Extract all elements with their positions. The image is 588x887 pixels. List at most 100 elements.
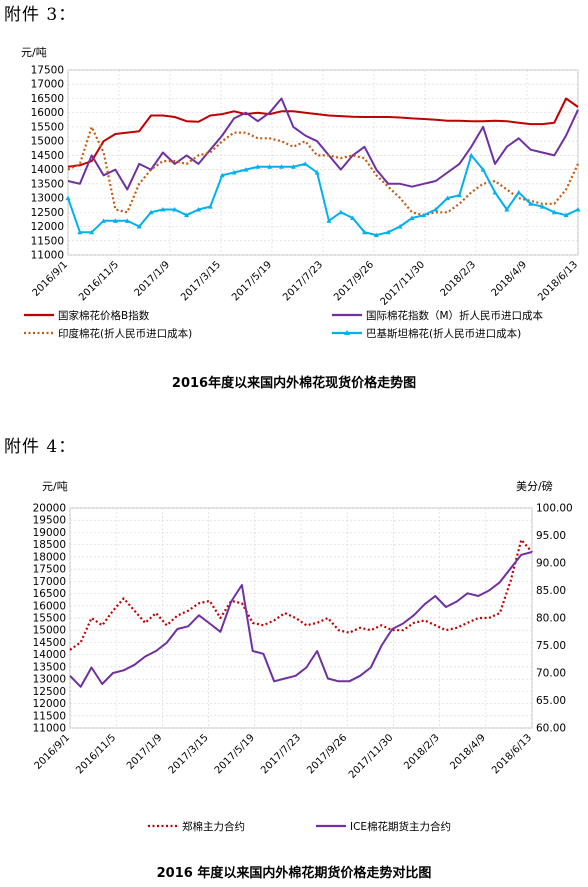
series-point-marker [409, 215, 415, 220]
x-tick-label: 2017/5/19 [230, 259, 274, 303]
attachment-4-label: 附件 4： [4, 437, 77, 457]
legend-marker [344, 330, 350, 335]
series-point-marker [338, 209, 344, 215]
x-tick-label: 2018/6/13 [490, 732, 534, 776]
x-tick-label: 2016/11/5 [74, 732, 118, 776]
series-point-marker [373, 232, 379, 238]
series-point-marker [539, 204, 545, 209]
y-tick-label: 11000 [31, 250, 64, 262]
y-tick-label: 17000 [31, 79, 64, 91]
series-point-marker [314, 169, 320, 175]
series-point-marker [219, 172, 225, 178]
series-point-marker [231, 169, 237, 175]
y2-tick-label: 100.00 [536, 503, 573, 515]
series-point-marker [480, 167, 486, 172]
y-tick-label: 14000 [33, 649, 66, 661]
series-point-marker [243, 167, 249, 172]
series-point-marker [172, 206, 178, 212]
legend-label-1: 国家棉花价格B指数 [58, 309, 150, 322]
y-tick-label: 19000 [33, 527, 66, 539]
y-tick-label: 18500 [33, 539, 66, 551]
series-point-marker [563, 212, 569, 218]
x-tick-label: 2017/11/30 [379, 259, 428, 308]
chart2-unit-left-label: 元/吨 [42, 480, 68, 493]
series-point-marker [207, 204, 213, 209]
y2-tick-label: 65.00 [536, 695, 566, 707]
series-point-marker [255, 164, 261, 169]
series-point-marker [433, 206, 439, 212]
series-point-marker [124, 218, 130, 223]
x-tick-label: 2017/5/19 [213, 732, 257, 776]
series-line-4 [67, 154, 579, 237]
y-tick-label: 19500 [33, 515, 66, 527]
y-tick-label: 16000 [31, 107, 64, 119]
legend-label-2: ICE棉花期货主力合约 [350, 820, 451, 833]
series-line-3 [67, 125, 579, 217]
y-tick-label: 13000 [31, 193, 64, 205]
series-point-marker [77, 229, 83, 235]
series-point-marker [468, 152, 474, 158]
x-tick-label: 2018/4/9 [448, 732, 488, 772]
legend-label-2: 国际棉花指数（M）折人民币进口成本 [366, 309, 544, 322]
y-tick-label: 16500 [33, 588, 66, 600]
series-line-2 [69, 551, 533, 688]
y2-tick-label: 75.00 [536, 640, 566, 652]
series-point-marker [492, 189, 498, 195]
x-tick-label: 2017/1/9 [125, 732, 165, 772]
x-tick-label: 2018/2/3 [402, 732, 442, 772]
y-tick-label: 11500 [31, 235, 64, 247]
y-tick-label: 13000 [33, 674, 66, 686]
x-tick-label: 2016/11/5 [77, 259, 121, 303]
y-tick-label: 15000 [33, 625, 66, 637]
series-point-marker [101, 218, 107, 223]
chart1-unit-label: 元/吨 [21, 46, 47, 59]
y-tick-label: 11500 [33, 710, 66, 722]
y2-tick-label: 95.00 [536, 530, 566, 542]
x-tick-label: 2017/9/26 [305, 732, 349, 776]
y-tick-label: 12500 [31, 207, 64, 219]
x-tick-label: 2017/9/26 [332, 259, 376, 303]
series-point-marker [385, 229, 391, 235]
chart2-title: 2016 年度以来国内外棉花期货价格走势对比图 [156, 866, 432, 881]
series-point-marker [445, 195, 451, 201]
series-line-1 [67, 97, 579, 168]
y-tick-label: 11000 [33, 723, 66, 735]
series-point-marker [290, 164, 296, 169]
series-point-marker [148, 209, 154, 215]
chart2-unit-right-label: 美分/磅 [516, 480, 553, 493]
attachment-3-label: 附件 3： [4, 5, 77, 25]
y-tick-label: 15000 [31, 136, 64, 148]
x-tick-label: 2018/2/3 [439, 259, 479, 299]
series-point-marker [112, 218, 118, 223]
y-tick-label: 20000 [33, 503, 66, 515]
legend-label-3: 印度棉花(折人民币进口成本) [58, 327, 192, 340]
series-point-marker [326, 218, 332, 223]
y-tick-label: 15500 [31, 121, 64, 133]
y-tick-label: 16500 [31, 93, 64, 105]
y2-tick-label: 80.00 [536, 613, 566, 625]
y-tick-label: 12500 [33, 686, 66, 698]
x-tick-label: 2017/7/23 [259, 732, 303, 776]
x-tick-label: 2016/9/1 [31, 259, 71, 299]
series-point-marker [184, 212, 190, 218]
series-point-marker [267, 164, 273, 169]
series-point-marker [160, 206, 166, 212]
y-tick-label: 14000 [31, 164, 64, 176]
series-point-marker [350, 215, 356, 220]
y2-tick-label: 70.00 [536, 668, 566, 680]
y-tick-label: 17500 [31, 65, 64, 77]
series-point-marker [504, 206, 510, 212]
series-point-marker [456, 192, 462, 198]
y-tick-label: 18000 [33, 551, 66, 563]
y-tick-label: 17500 [33, 564, 66, 576]
series-point-marker [575, 206, 581, 212]
series-point-marker [551, 209, 557, 215]
y-tick-label: 13500 [31, 178, 64, 190]
y-tick-label: 17000 [33, 576, 66, 588]
series-point-marker [195, 206, 201, 212]
y-tick-label: 16000 [33, 600, 66, 612]
chart2-futures-price-chart: 1100011500120001250013000135001400014500… [33, 503, 573, 834]
y2-tick-label: 60.00 [536, 723, 566, 735]
x-tick-label: 2016/9/1 [33, 732, 73, 772]
series-point-marker [362, 229, 368, 235]
